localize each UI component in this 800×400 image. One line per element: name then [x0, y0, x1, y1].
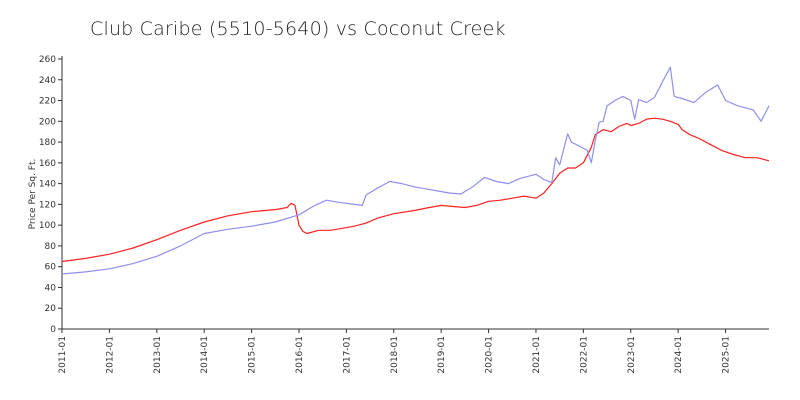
x-tick-label: 2018-01 — [390, 336, 400, 374]
x-tick-label: 2016-01 — [295, 336, 305, 374]
x-tick-label: 2023-01 — [627, 336, 637, 374]
y-tick-label: 60 — [45, 263, 57, 273]
y-tick-label: 100 — [39, 221, 56, 231]
x-tick-label: 2012-01 — [105, 336, 115, 374]
y-tick-label: 200 — [39, 117, 56, 127]
y-axis-label: Price Per Sq. Ft. — [28, 159, 38, 230]
x-tick-label: 2011-01 — [58, 336, 68, 374]
x-tick-label: 2022-01 — [579, 336, 589, 374]
x-tick-label: 2020-01 — [485, 336, 495, 374]
y-tick-label: 20 — [45, 304, 57, 314]
chart-title: Club Caribe (5510-5640) vs Coconut Creek — [90, 18, 506, 40]
axes: 0 20 40 60 80 100 120 140 160 180 200 220 240 260 2011… — [39, 55, 769, 374]
series-line-2 — [61, 66, 770, 275]
x-tick-label: 2024-01 — [674, 336, 684, 374]
y-tick-label: 260 — [39, 55, 56, 65]
x-tick-label: 2015-01 — [248, 336, 258, 374]
x-tick-label: 2017-01 — [342, 336, 352, 374]
y-tick-label: 0 — [50, 325, 56, 335]
y-tick-label: 180 — [39, 138, 56, 148]
y-tick-label: 120 — [39, 200, 56, 210]
y-tick-label: 40 — [45, 283, 57, 293]
y-tick-label: 220 — [39, 97, 56, 107]
x-tick-label: 2019-01 — [437, 336, 447, 374]
y-tick-label: 140 — [39, 180, 56, 190]
x-tick-label: 2021-01 — [532, 336, 542, 374]
y-tick-label: 160 — [39, 159, 56, 169]
x-tick-label: 2025-01 — [722, 336, 732, 374]
series-layer — [61, 66, 770, 275]
y-tick-label: 80 — [45, 242, 57, 252]
series-line-1 — [61, 117, 770, 263]
x-tick-label: 2013-01 — [153, 336, 163, 374]
y-tick-label: 240 — [39, 76, 56, 86]
x-tick-label: 2014-01 — [200, 336, 210, 374]
